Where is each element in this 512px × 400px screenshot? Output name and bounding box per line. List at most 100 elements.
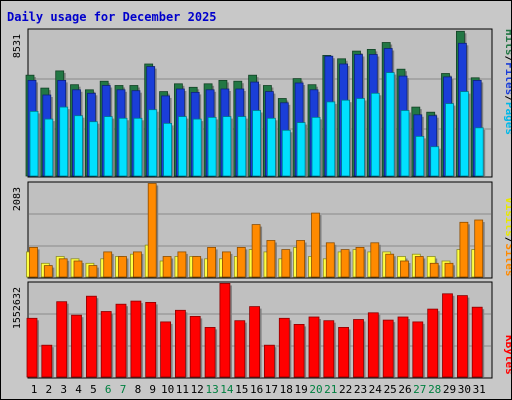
day-label-19: 19 [294, 383, 307, 396]
pages-bar-day-3 [59, 106, 69, 177]
sites-bar-day-26 [400, 260, 409, 278]
pages-bar-day-8 [133, 117, 143, 177]
kbytes-bar-day-15 [234, 320, 246, 378]
kbytes-bar-day-31 [471, 306, 483, 378]
pages-bar-day-31 [474, 127, 484, 177]
pages-bar-day-17 [266, 117, 276, 177]
scale-label-top: 8531 [12, 34, 23, 58]
pages-bar-day-15 [237, 116, 247, 177]
sites-bar-day-8 [132, 251, 142, 278]
day-label-11: 11 [176, 383, 189, 396]
pages-bar-day-26 [400, 110, 410, 177]
kbytes-bar-day-5 [86, 295, 97, 378]
side-legend-bottom: KBytes [503, 335, 511, 375]
sites-bar-day-5 [88, 265, 98, 278]
legend-pages: Pages [503, 102, 511, 135]
sites-bar-day-17 [266, 240, 276, 278]
kbytes-bar-day-16 [249, 306, 261, 378]
day-label-1: 1 [31, 383, 38, 396]
sites-bar-day-15 [236, 246, 246, 278]
sites-bar-day-14 [221, 251, 231, 278]
pages-bar-day-6 [103, 116, 113, 177]
day-label-2: 2 [45, 383, 52, 396]
sites-bar-day-3 [58, 258, 68, 278]
legend-sites: Sites [503, 243, 511, 276]
pages-bar-day-23 [356, 98, 365, 177]
day-label-31: 31 [473, 383, 486, 396]
kbytes-bar-day-21 [323, 320, 335, 378]
kbytes-bar-day-26 [397, 316, 409, 378]
pages-bar-day-7 [118, 117, 128, 177]
legend-kbytes: KBytes [503, 335, 511, 375]
kbytes-bar-day-30 [456, 295, 468, 378]
pages-bar-day-24 [370, 92, 380, 177]
sites-bar-day-19 [296, 240, 306, 278]
sites-bar-day-2 [43, 265, 53, 278]
sites-bar-day-4 [73, 260, 83, 278]
kbytes-bar-day-9 [145, 301, 157, 378]
pages-bar-day-9 [148, 109, 158, 177]
legend-slash-1: / [503, 56, 511, 63]
day-label-9: 9 [149, 383, 156, 396]
day-label-27: 27 [413, 383, 426, 396]
bar-series [25, 30, 486, 378]
sites-bar-day-18 [281, 249, 291, 278]
pages-bar-day-1 [29, 111, 39, 177]
pages-bar-day-28 [430, 146, 440, 177]
pages-bar-day-18 [281, 129, 291, 177]
sites-bar-day-16 [251, 224, 261, 278]
scale-label-middle: 2083 [12, 187, 23, 211]
day-label-23: 23 [354, 383, 367, 396]
pages-bar-day-29 [445, 103, 454, 177]
kbytes-bar-day-1 [26, 317, 38, 378]
day-label-13: 13 [205, 383, 218, 396]
kbytes-bar-day-20 [308, 316, 320, 378]
sites-bar-day-11 [177, 251, 187, 278]
day-label-3: 3 [60, 383, 67, 396]
kbytes-bar-day-29 [442, 293, 453, 378]
sites-bar-day-27 [414, 256, 424, 278]
kbytes-bar-day-28 [427, 308, 439, 378]
day-label-10: 10 [161, 383, 174, 396]
sites-bar-day-10 [162, 256, 172, 278]
pages-bar-day-10 [163, 123, 173, 177]
day-label-12: 12 [191, 383, 204, 396]
day-label-14: 14 [220, 383, 234, 396]
day-label-15: 15 [235, 383, 248, 396]
day-label-16: 16 [250, 383, 263, 396]
kbytes-bar-day-22 [338, 326, 350, 378]
sites-bar-day-1 [29, 246, 38, 278]
day-labels: 1 2 3 4 5 6 7 8 9 10 11 12 13 14 15 16 17 18 19 20 21 22 23 24 2… [31, 383, 486, 396]
sites-bar-day-20 [311, 212, 320, 278]
day-label-22: 22 [339, 383, 352, 396]
kbytes-bar-day-4 [71, 314, 82, 378]
sites-bar-day-21 [325, 242, 335, 278]
pages-bar-day-4 [74, 115, 83, 177]
chart-title: Daily usage for December 2025 [7, 10, 217, 24]
day-label-6: 6 [105, 383, 112, 396]
sites-bar-day-12 [192, 256, 202, 278]
scale-label-bottom: 1552632 [12, 287, 23, 329]
sites-bar-day-28 [429, 262, 439, 278]
legend-hits: Hits [503, 29, 511, 56]
side-legend-middle: Visits/Sites [503, 197, 511, 277]
kbytes-bar-day-18 [278, 317, 290, 378]
pages-bar-day-30 [459, 91, 469, 177]
day-label-26: 26 [398, 383, 411, 396]
legend-files: Files [503, 62, 511, 95]
pages-bar-day-25 [385, 72, 395, 177]
pages-bar-day-16 [252, 110, 262, 177]
kbytes-bar-day-14 [219, 282, 231, 378]
sites-bar-day-29 [444, 262, 454, 278]
sites-bar-day-31 [474, 219, 484, 278]
kbytes-bar-day-12 [189, 315, 201, 378]
kbytes-bar-day-2 [41, 344, 53, 378]
pages-bar-day-20 [311, 117, 321, 177]
sites-bar-day-7 [118, 256, 127, 278]
day-label-20: 20 [309, 383, 322, 396]
kbytes-bar-day-6 [100, 311, 112, 378]
day-label-8: 8 [135, 383, 142, 396]
day-label-30: 30 [458, 383, 471, 396]
kbytes-bar-day-13 [204, 326, 216, 378]
